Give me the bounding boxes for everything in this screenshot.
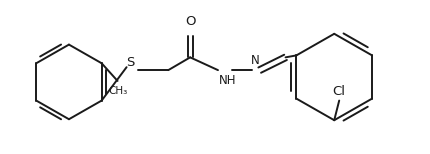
Text: CH₃: CH₃ bbox=[108, 86, 127, 96]
Text: S: S bbox=[126, 56, 135, 69]
Text: Cl: Cl bbox=[332, 85, 345, 98]
Text: NH: NH bbox=[218, 74, 236, 87]
Text: N: N bbox=[251, 54, 260, 67]
Text: O: O bbox=[184, 15, 195, 28]
